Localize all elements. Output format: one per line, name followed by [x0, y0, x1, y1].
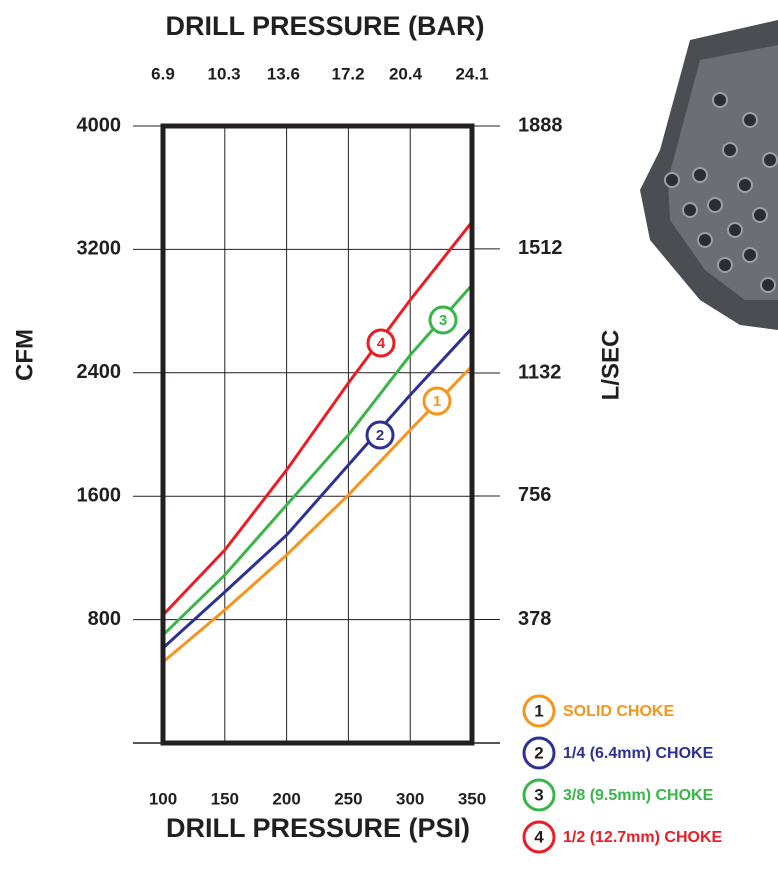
x2-tick-label: 24.1 [455, 64, 488, 83]
legend-item: 3 3/8 (9.5mm) CHOKE [522, 778, 714, 812]
legend-circle [522, 736, 556, 770]
y2-tick-label: 756 [518, 484, 551, 506]
series-line [161, 284, 474, 637]
x-tick-label: 300 [396, 789, 424, 808]
series-marker-circle [366, 328, 396, 358]
x2-tick-label: 6.9 [151, 64, 175, 83]
y-tick-label: 1600 [77, 484, 122, 506]
series-line [162, 364, 474, 664]
legend-circle [522, 820, 556, 854]
y-tick-label: 800 [88, 608, 121, 630]
legend-circle [522, 778, 556, 812]
series-line [161, 221, 474, 617]
y-tick-label: 4000 [77, 114, 122, 136]
legend-label: SOLID CHOKE [563, 703, 674, 720]
x-tick-label: 250 [334, 789, 362, 808]
legend-label: 3/8 (9.5mm) CHOKE [563, 787, 714, 804]
legend-number: 4 [534, 827, 544, 846]
x-tick-label: 350 [458, 789, 486, 808]
y2-tick-label: 1132 [518, 361, 561, 383]
y2-tick-label: 1512 [518, 237, 563, 259]
legend-circle [522, 694, 556, 728]
series-marker-circle [365, 420, 395, 450]
plot-frame [160, 123, 475, 746]
legend-item: 2 1/4 (6.4mm) CHOKE [522, 736, 714, 770]
y-axis-label: CFM [11, 329, 38, 381]
drill-bit-photo [640, 20, 778, 330]
y2-tick-label: 378 [518, 608, 551, 630]
legend-label: 1/2 (12.7mm) CHOKE [563, 829, 722, 846]
x2-tick-label: 13.6 [267, 64, 300, 83]
legend-item: 4 1/2 (12.7mm) CHOKE [522, 820, 722, 854]
series-line [161, 327, 474, 650]
legend-number: 2 [534, 743, 543, 762]
x-axis-label: DRILL PRESSURE (PSI) [166, 813, 470, 843]
legend-item: 1 SOLID CHOKE [522, 694, 674, 728]
x2-tick-label: 17.2 [331, 64, 364, 83]
x2-tick-label: 10.3 [208, 64, 241, 83]
series-marker-circle [422, 386, 452, 416]
x-tick-label: 100 [149, 789, 177, 808]
y2-axis-label: L/SEC [597, 330, 624, 401]
chart-title: DRILL PRESSURE (BAR) [165, 11, 484, 41]
legend-number: 3 [534, 785, 543, 804]
x-tick-label: 150 [211, 789, 239, 808]
legend-number: 1 [534, 701, 543, 720]
series-marker-label: 1 [433, 393, 441, 410]
x2-tick-label: 20.4 [389, 64, 423, 83]
x-tick-label: 200 [272, 789, 300, 808]
y-tick-label: 2400 [77, 361, 122, 383]
y2-tick-label: 1888 [518, 114, 563, 136]
series-marker-label: 4 [377, 335, 386, 352]
series-marker-label: 2 [376, 427, 384, 444]
legend-label: 1/4 (6.4mm) CHOKE [563, 745, 714, 762]
series-marker-circle [428, 305, 458, 335]
series-marker-label: 3 [439, 312, 447, 329]
y-tick-label: 3200 [77, 238, 122, 260]
